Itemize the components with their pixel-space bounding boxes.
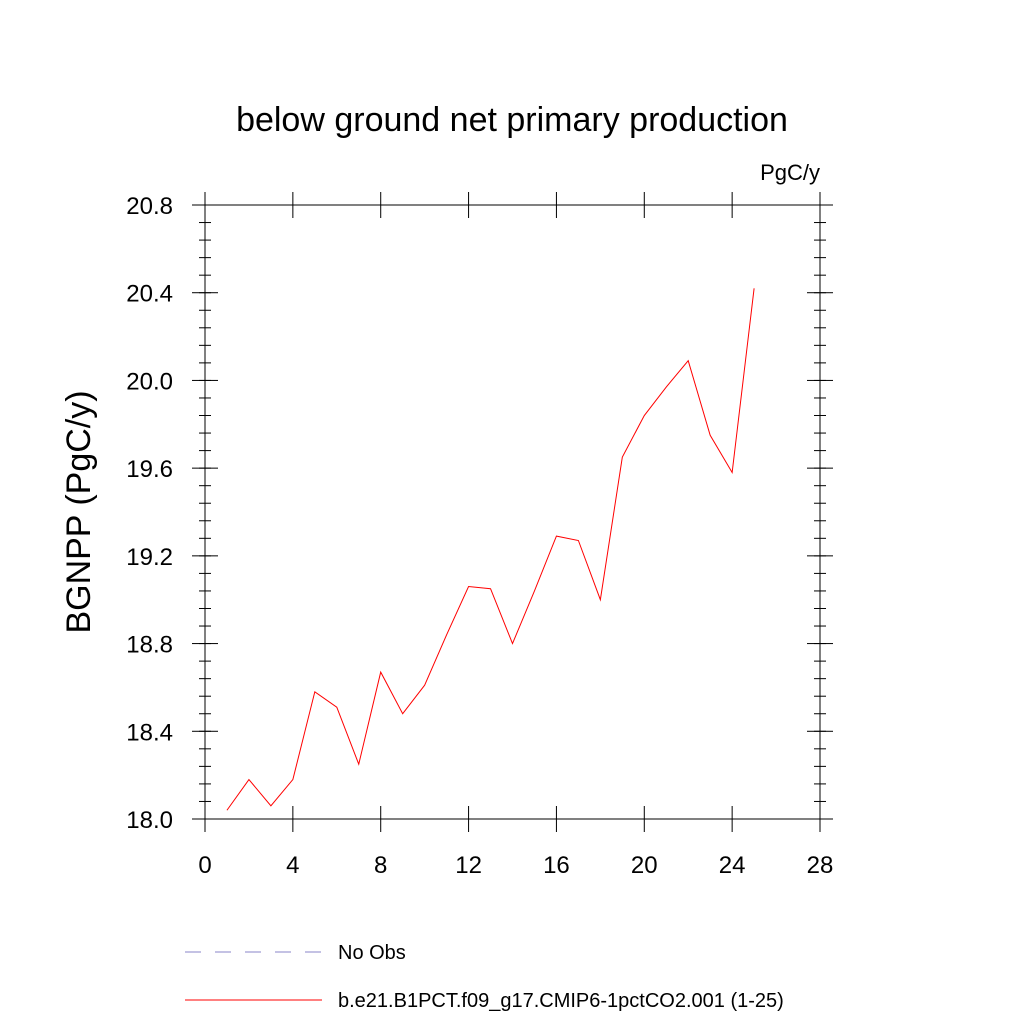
legend-label: No Obs	[338, 942, 406, 964]
legend-label: b.e21.B1PCT.f09_g17.CMIP6-1pctCO2.001 (1…	[338, 990, 784, 1012]
x-tick-label: 24	[719, 852, 746, 879]
chart-title: below ground net primary production	[236, 101, 788, 139]
series-layer	[226, 288, 755, 811]
y-tick-label: 20.0	[126, 368, 173, 395]
y-tick-label: 19.6	[126, 456, 173, 483]
major-ticks	[192, 192, 833, 832]
y-tick-labels: 18.0 18.4 18.8 19.2 19.6 20.0 20.4 20.8	[126, 193, 173, 834]
y-tick-label: 18.8	[126, 632, 173, 659]
y-axis-label: BGNPP (PgC/y)	[60, 390, 98, 633]
y-tick-label: 18.0	[126, 807, 173, 834]
x-tick-label: 12	[455, 852, 482, 879]
y-tick-label: 19.2	[126, 544, 173, 571]
x-tick-label: 4	[286, 852, 299, 879]
x-tick-labels: 0 4 8 12 16 20 24 28	[198, 852, 833, 879]
minor-ticks	[199, 204, 826, 820]
y-tick-label: 20.4	[126, 281, 173, 308]
units-label: PgC/y	[760, 160, 820, 185]
plot-frame	[204, 204, 821, 820]
y-tick-label: 18.4	[126, 719, 173, 746]
x-tick-label: 28	[807, 852, 834, 879]
x-tick-label: 16	[543, 852, 570, 879]
x-tick-label: 0	[198, 852, 211, 879]
x-tick-label: 20	[631, 852, 658, 879]
x-tick-label: 8	[374, 852, 387, 879]
series-line	[226, 288, 755, 811]
legend: No Obs b.e21.B1PCT.f09_g17.CMIP6-1pctCO2.…	[185, 942, 784, 1012]
y-tick-label: 20.8	[126, 193, 173, 220]
